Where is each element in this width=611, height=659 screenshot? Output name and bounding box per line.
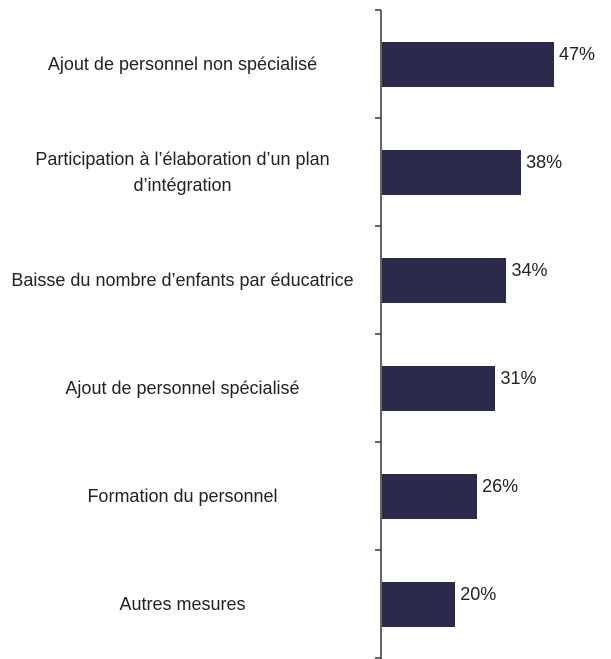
category-text: Ajout de personnel non spécialisé bbox=[47, 54, 318, 74]
category-text: Participation à l’élaboration d’un plan … bbox=[35, 149, 330, 195]
value-label: 38% bbox=[526, 151, 563, 172]
value-label: 20% bbox=[460, 583, 497, 604]
bar bbox=[382, 257, 507, 303]
category-label: Ajout de personnel non spécialisé bbox=[0, 34, 365, 94]
category-label: Baisse du nombre d’enfants par éducatric… bbox=[0, 250, 365, 310]
value-label: 26% bbox=[482, 475, 519, 496]
category-text: Autres mesures bbox=[119, 594, 246, 614]
bar bbox=[382, 365, 496, 411]
category-text: Baisse du nombre d’enfants par éducatric… bbox=[11, 270, 354, 290]
category-label: Formation du personnel bbox=[0, 466, 365, 526]
category-label: Autres mesures bbox=[0, 574, 365, 634]
bar bbox=[382, 41, 555, 87]
value-label: 31% bbox=[500, 367, 537, 388]
value-label: 47% bbox=[559, 43, 596, 64]
bar bbox=[382, 581, 456, 627]
value-label: 34% bbox=[511, 259, 548, 280]
category-text: Ajout de personnel spécialisé bbox=[65, 378, 300, 398]
bar bbox=[382, 149, 522, 195]
bar bbox=[382, 473, 478, 519]
category-text: Formation du personnel bbox=[87, 486, 278, 506]
category-label: Ajout de personnel spécialisé bbox=[0, 358, 365, 418]
category-label: Participation à l’élaboration d’un plan … bbox=[0, 142, 365, 202]
